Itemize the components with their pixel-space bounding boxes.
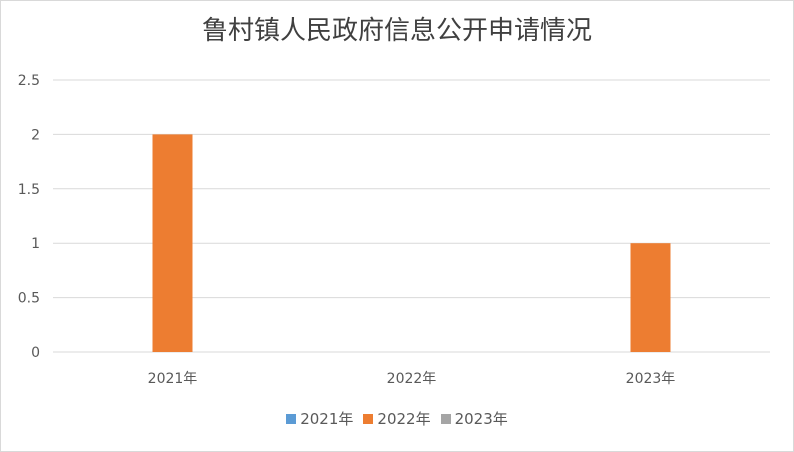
y-tick-label: 0 (31, 345, 40, 361)
legend-item: 2023年 (440, 408, 508, 429)
bar (152, 134, 193, 352)
y-tick-label: 2.5 (18, 73, 40, 89)
legend-swatch (440, 413, 451, 424)
bar (630, 243, 671, 352)
legend: 2021年 2022年 2023年 (0, 408, 794, 429)
x-tick-label: 2023年 (626, 371, 676, 387)
y-tick-label: 1.5 (18, 182, 40, 198)
legend-swatch (363, 413, 374, 424)
legend-item: 2021年 (286, 408, 353, 429)
x-tick-label: 2021年 (148, 371, 198, 387)
legend-swatch (286, 413, 297, 424)
legend-label: 2021年 (300, 410, 354, 428)
y-tick-label: 0.5 (18, 291, 40, 307)
legend-item: 2022年 (363, 408, 431, 429)
legend-label: 2023年 (454, 410, 508, 428)
y-tick-label: 1 (31, 236, 40, 252)
chart-title: 鲁村镇人民政府信息公开申请情况 (201, 16, 592, 46)
y-tick-label: 2 (31, 127, 40, 143)
legend-label: 2022年 (377, 410, 431, 428)
x-tick-label: 2022年 (387, 371, 437, 387)
